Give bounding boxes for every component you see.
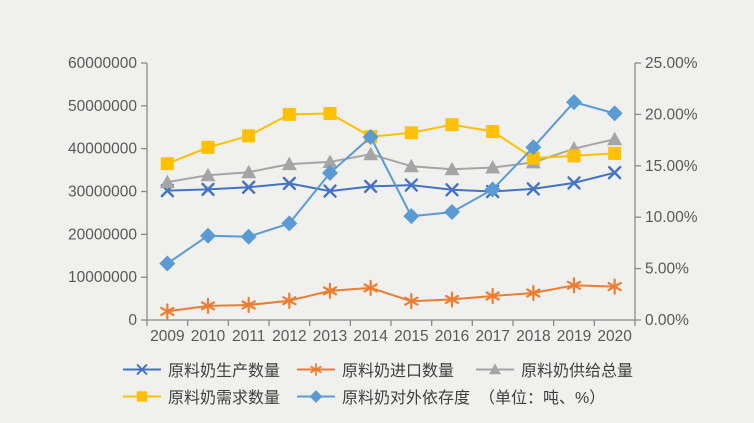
square-marker-icon [123, 388, 161, 405]
year-label: 2019 [557, 328, 591, 345]
asterisk-marker-icon [297, 361, 335, 378]
right-tick-label: 10.00% [645, 209, 698, 226]
legend-item-demand: 原料奶需求数量 [123, 387, 281, 407]
unit-note-text: （单位：吨、%） [479, 390, 606, 407]
year-label: 2012 [272, 328, 306, 345]
x-axis-labels: 2009 2010 2011 2012 2013 2014 2015 2016 2017 2018… [150, 328, 632, 345]
right-tick-label: 5.00% [645, 261, 689, 278]
year-label: 2009 [150, 328, 184, 345]
x-marker-icon [123, 361, 161, 378]
year-label: 2018 [516, 328, 550, 345]
left-tick-label: 20000000 [68, 226, 137, 243]
year-label: 2020 [597, 328, 632, 345]
year-label: 2014 [353, 328, 388, 345]
left-tick-label: 30000000 [68, 184, 137, 201]
right-tick-label: 20.00% [645, 106, 698, 123]
legend-item-production: 原料奶生产数量 [123, 360, 281, 380]
right-tick-label: 0.00% [645, 312, 689, 329]
year-label: 2010 [191, 328, 226, 345]
right-tick-label: 25.00% [645, 55, 698, 72]
legend-label-production: 原料奶生产数量 [168, 363, 281, 380]
series-supply [159, 131, 623, 189]
series-production [160, 165, 622, 199]
legend-label-demand: 原料奶需求数量 [168, 390, 281, 407]
series-import [160, 277, 622, 320]
series-dependence [159, 94, 623, 272]
diamond-marker-icon [297, 388, 335, 405]
left-tick-label: 50000000 [68, 98, 137, 115]
left-tick-label: 10000000 [68, 269, 137, 286]
year-label: 2013 [313, 328, 347, 345]
year-label: 2015 [394, 328, 428, 345]
legend-label-import: 原料奶进口数量 [342, 363, 455, 380]
axes [141, 62, 641, 326]
left-tick-label: 60000000 [68, 55, 137, 72]
legend-item-supply: 原料奶供给总量 [476, 360, 634, 380]
left-tick-label: 0 [128, 312, 137, 329]
triangle-marker-icon [476, 361, 514, 378]
legend-label-supply: 原料奶供给总量 [521, 363, 634, 380]
year-label: 2017 [475, 328, 509, 345]
year-label: 2011 [232, 328, 265, 345]
year-label: 2016 [435, 328, 469, 345]
series-demand [160, 107, 622, 171]
legend-label-dependence: 原料奶对外依存度 [342, 390, 471, 407]
legend-item-dependence: 原料奶对外依存度 [297, 387, 471, 407]
legend-item-import: 原料奶进口数量 [297, 360, 455, 380]
left-tick-label: 40000000 [68, 141, 137, 158]
right-axis-labels: 25.00% 20.00% 15.00% 10.00% 5.00% 0.00% [645, 55, 698, 329]
left-axis-labels: 60000000 50000000 40000000 30000000 20000000… [68, 55, 137, 329]
right-tick-label: 15.00% [645, 158, 698, 175]
unit-note: （单位：吨、%） [479, 387, 606, 407]
